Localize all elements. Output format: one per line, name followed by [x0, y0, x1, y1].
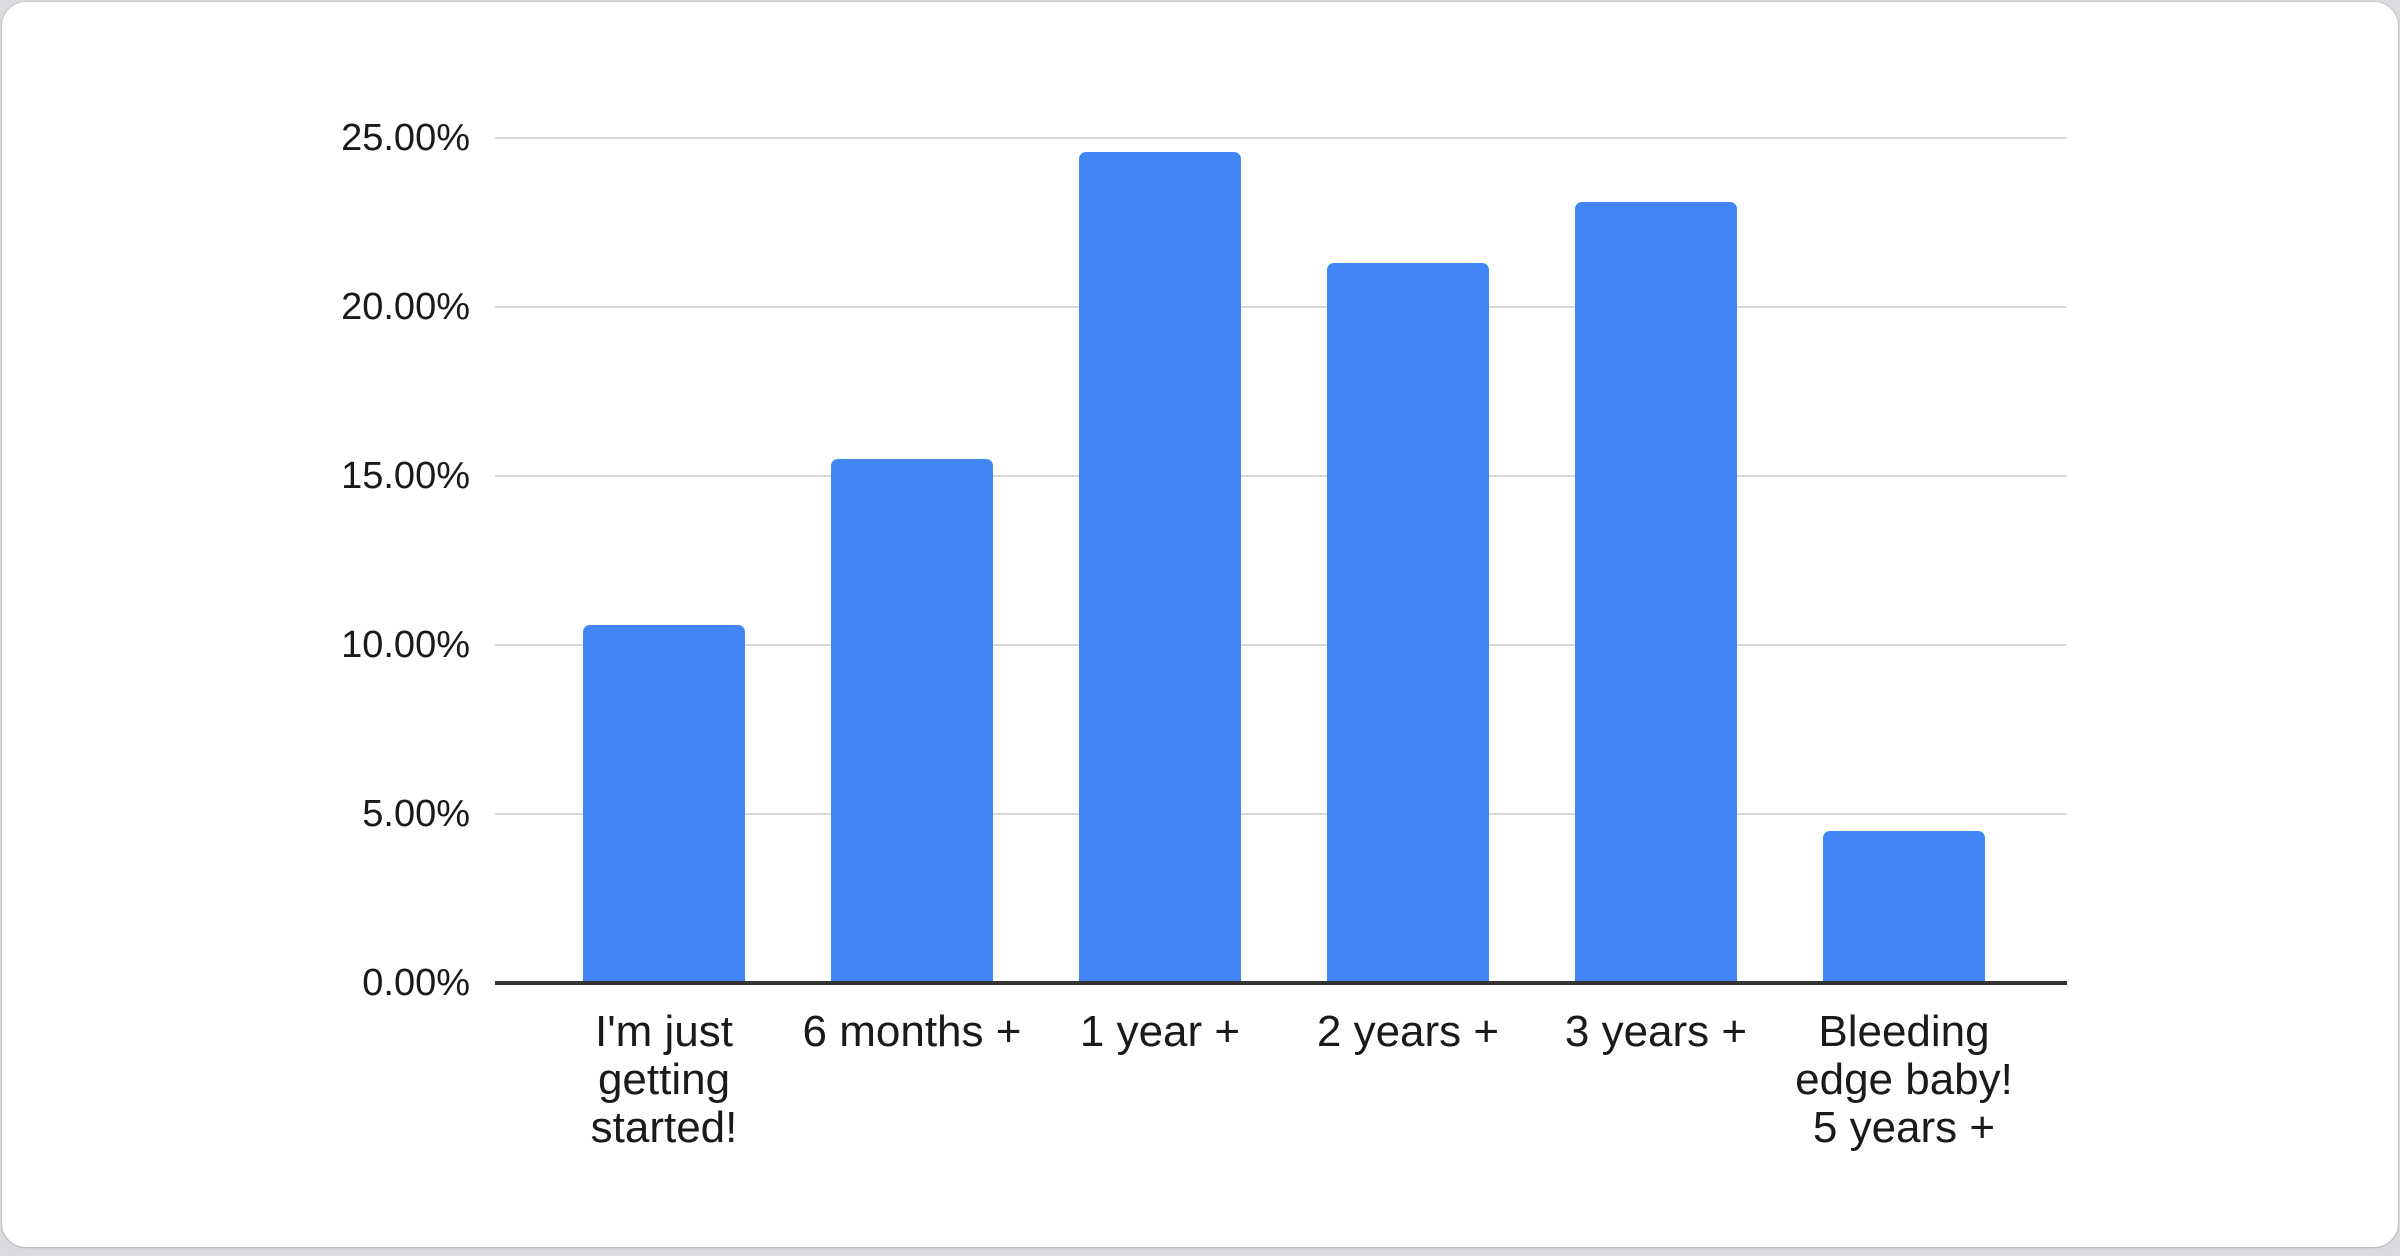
- gridline-20pct: [495, 306, 2067, 308]
- bar-5: [1575, 202, 1737, 983]
- x-axis-line: [495, 981, 2067, 985]
- y-axis-tick-label: 15.00%: [341, 455, 470, 497]
- x-axis-tick-label: I'm just getting started!: [590, 1007, 738, 1152]
- y-axis-tick-label: 25.00%: [341, 117, 470, 159]
- gridline-10pct: [495, 644, 2067, 646]
- y-axis-tick-label: 5.00%: [362, 793, 470, 835]
- gridline-5pct: [495, 813, 2067, 815]
- x-axis-tick-label: Bleeding edge baby! 5 years +: [1795, 1007, 2013, 1152]
- gridline-15pct: [495, 475, 2067, 477]
- bar-3: [1079, 152, 1241, 983]
- bar-1: [583, 625, 745, 983]
- y-axis-tick-label: 20.00%: [341, 286, 470, 328]
- x-axis-tick-label: 1 year +: [1079, 1007, 1241, 1056]
- x-axis-tick-label: 3 years +: [1564, 1007, 1748, 1056]
- gridline-25pct: [495, 137, 2067, 139]
- bar-6: [1823, 831, 1985, 983]
- y-axis-tick-label: 0.00%: [362, 962, 470, 1004]
- y-axis-tick-label: 10.00%: [341, 624, 470, 666]
- x-axis-tick-label: 2 years +: [1316, 1007, 1500, 1056]
- bar-4: [1327, 263, 1489, 983]
- x-axis-tick-label: 6 months +: [802, 1007, 1022, 1056]
- bar-2: [831, 459, 993, 983]
